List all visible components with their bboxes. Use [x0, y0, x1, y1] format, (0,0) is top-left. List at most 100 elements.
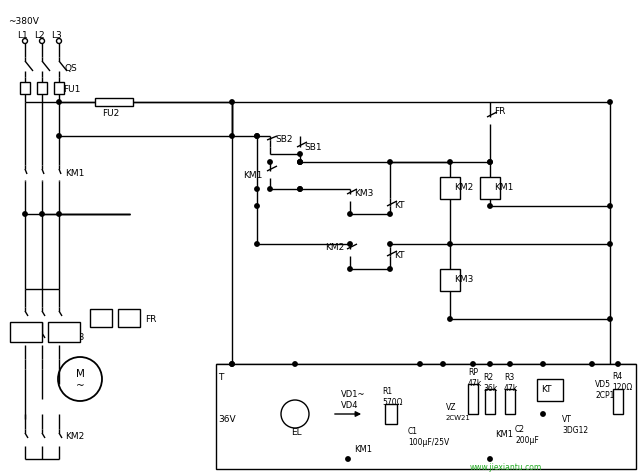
Circle shape — [255, 242, 259, 247]
Text: KT: KT — [541, 385, 552, 394]
Circle shape — [298, 160, 302, 165]
Circle shape — [608, 242, 612, 247]
Bar — [480, 178, 500, 199]
Text: 2CW21: 2CW21 — [446, 414, 471, 420]
Circle shape — [508, 362, 512, 367]
Bar — [485, 389, 495, 414]
Text: KM1: KM1 — [65, 168, 84, 177]
Circle shape — [541, 412, 545, 416]
Text: QS: QS — [64, 63, 77, 72]
Bar — [505, 389, 515, 414]
Text: M
~: M ~ — [76, 368, 84, 390]
Text: KM1: KM1 — [243, 170, 262, 179]
Bar — [37, 83, 47, 95]
Circle shape — [348, 212, 352, 217]
Bar — [537, 379, 563, 401]
Text: C2
200μF: C2 200μF — [515, 425, 539, 444]
Circle shape — [268, 160, 272, 165]
Circle shape — [293, 362, 297, 367]
Circle shape — [230, 362, 234, 367]
Text: L2: L2 — [34, 30, 45, 40]
Circle shape — [418, 362, 422, 367]
Text: FU2: FU2 — [102, 108, 119, 117]
Text: R2
36k: R2 36k — [483, 373, 497, 392]
Text: C1
100μF/25V: C1 100μF/25V — [408, 426, 449, 446]
Circle shape — [40, 212, 44, 217]
Bar — [385, 404, 397, 424]
Text: KM2: KM2 — [454, 183, 473, 192]
Circle shape — [298, 160, 302, 165]
Circle shape — [448, 160, 452, 165]
Circle shape — [230, 100, 234, 105]
Circle shape — [348, 267, 352, 272]
Text: FU1: FU1 — [63, 84, 81, 93]
Circle shape — [471, 362, 476, 367]
Circle shape — [255, 135, 259, 139]
Circle shape — [608, 100, 612, 105]
Circle shape — [488, 204, 492, 209]
Text: KM1: KM1 — [494, 183, 513, 192]
Text: KM3: KM3 — [354, 188, 373, 197]
Bar — [10, 322, 42, 342]
Text: R3
47k: R3 47k — [504, 373, 518, 392]
Text: L3: L3 — [51, 30, 61, 40]
Circle shape — [57, 100, 61, 105]
Text: VT
3DG12: VT 3DG12 — [562, 415, 588, 434]
Text: R1
570Ω: R1 570Ω — [382, 387, 403, 406]
Circle shape — [255, 188, 259, 192]
Text: KM3: KM3 — [65, 332, 84, 341]
Bar — [613, 389, 623, 414]
Text: KT: KT — [394, 200, 404, 209]
Circle shape — [23, 212, 28, 217]
Text: RP
47k: RP 47k — [468, 367, 483, 387]
Circle shape — [608, 204, 612, 209]
Bar — [20, 83, 30, 95]
Text: FR: FR — [494, 107, 506, 116]
Text: ~380V: ~380V — [8, 18, 39, 27]
Text: EL: EL — [291, 427, 301, 436]
Bar — [440, 269, 460, 291]
Circle shape — [441, 362, 445, 367]
Circle shape — [346, 457, 350, 461]
Text: KM1: KM1 — [354, 445, 372, 454]
Bar — [216, 364, 636, 469]
Circle shape — [488, 362, 492, 367]
Text: KT: KT — [394, 250, 404, 259]
Text: www.jiexiantu.com: www.jiexiantu.com — [470, 463, 542, 472]
Bar — [95, 99, 133, 107]
Circle shape — [230, 362, 234, 367]
Circle shape — [255, 135, 259, 139]
Circle shape — [298, 152, 302, 157]
Circle shape — [298, 188, 302, 192]
Circle shape — [255, 204, 259, 209]
Text: VZ: VZ — [446, 403, 456, 412]
Text: T: T — [218, 373, 223, 382]
Bar — [118, 309, 140, 327]
Circle shape — [388, 267, 392, 272]
Circle shape — [230, 135, 234, 139]
Circle shape — [268, 188, 272, 192]
Bar — [468, 384, 478, 414]
Circle shape — [388, 242, 392, 247]
Circle shape — [541, 362, 545, 367]
Text: FR: FR — [145, 314, 156, 323]
Circle shape — [488, 457, 492, 461]
Text: KM2: KM2 — [65, 432, 84, 441]
Text: SB1: SB1 — [304, 143, 322, 152]
Circle shape — [388, 160, 392, 165]
Bar — [440, 178, 460, 199]
Circle shape — [488, 160, 492, 165]
Text: R4
120Ω: R4 120Ω — [612, 372, 632, 391]
Circle shape — [298, 188, 302, 192]
Text: 36V: 36V — [218, 415, 236, 424]
Circle shape — [348, 242, 352, 247]
Circle shape — [616, 362, 620, 367]
Bar — [90, 309, 112, 327]
Bar — [48, 322, 80, 342]
Circle shape — [298, 160, 302, 165]
Text: KM3: KM3 — [454, 275, 474, 284]
Circle shape — [590, 362, 594, 367]
Circle shape — [488, 160, 492, 165]
Text: KM1: KM1 — [495, 430, 513, 438]
Text: SB2: SB2 — [275, 135, 292, 144]
